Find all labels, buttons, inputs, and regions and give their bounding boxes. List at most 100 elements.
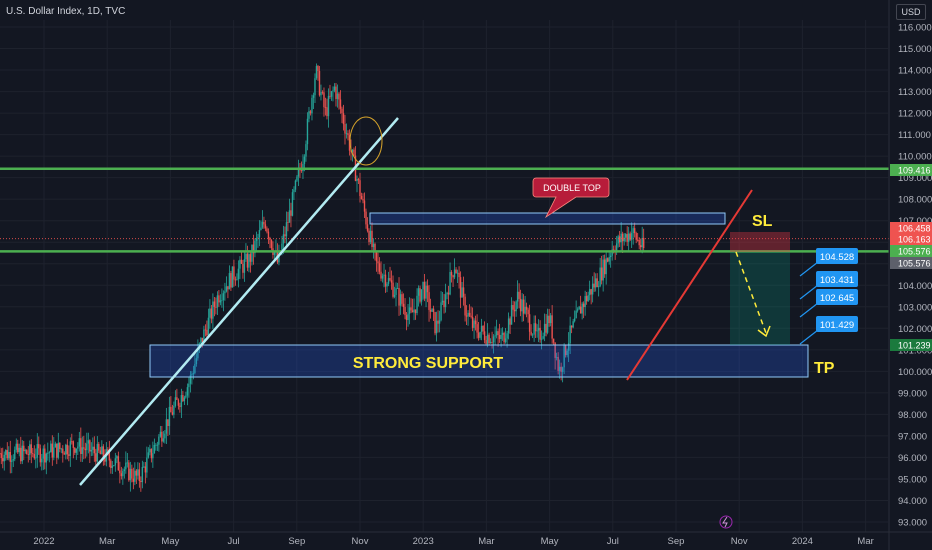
candle-body: [495, 331, 498, 336]
candle-body: [633, 228, 636, 234]
take-profit-zone[interactable]: [730, 252, 790, 345]
strong-support-box[interactable]: [149, 344, 809, 378]
candle-body: [422, 281, 424, 290]
candle-body: [329, 95, 331, 97]
candle-body: [351, 149, 354, 152]
candle-body: [189, 375, 192, 384]
highlight-ellipse[interactable]: [349, 116, 383, 166]
candle-body: [260, 227, 262, 230]
target-label-box[interactable]: [816, 316, 858, 332]
candle-body: [374, 243, 376, 253]
x-tick-label: Sep: [288, 536, 305, 547]
candle-body: [419, 288, 421, 302]
candle-body: [197, 347, 199, 359]
x-axis[interactable]: 2022 Mar May Jul Sep Nov 2023 Mar May Jul Sep Nov 20…: [0, 531, 932, 547]
target-label-box[interactable]: [816, 248, 858, 264]
candle-body: [390, 280, 393, 283]
candle-body: [194, 364, 196, 374]
candle-body: [384, 274, 387, 287]
candle-body: [434, 312, 436, 334]
candle-body: [441, 300, 444, 303]
candle-body: [530, 331, 532, 335]
candle-body: [54, 443, 56, 448]
candle-body: [590, 289, 592, 295]
candle-body: [224, 291, 226, 294]
candle-body: [593, 283, 595, 288]
target-connector: [799, 261, 819, 277]
price-label-box: [890, 164, 932, 176]
candle-body: [603, 259, 606, 275]
candle-body: [129, 468, 132, 481]
candle-body: [159, 431, 162, 437]
candles: [0, 63, 645, 492]
candle-body: [624, 234, 627, 238]
candle-body: [72, 441, 75, 448]
candle-body: [225, 286, 228, 292]
candle-body: [600, 267, 603, 281]
candle-body: [353, 149, 355, 156]
red-trend-line[interactable]: [626, 189, 753, 381]
candle-body: [293, 189, 295, 193]
candle-body: [393, 294, 396, 297]
candle-body: [458, 272, 460, 278]
currency-button[interactable]: USD: [896, 4, 926, 20]
candle-body: [128, 462, 130, 481]
candle-body: [110, 460, 112, 468]
candle-body: [500, 334, 502, 339]
double-top-callout[interactable]: [532, 177, 610, 219]
candle-body: [29, 444, 31, 455]
candle-body: [113, 465, 115, 467]
candle-body: [90, 449, 93, 452]
candle-body: [494, 335, 496, 337]
candle-body: [266, 228, 268, 232]
candle-body: [498, 335, 501, 339]
y-axis-panel[interactable]: [889, 0, 932, 550]
candle-body: [102, 446, 105, 459]
candle-body: [512, 305, 514, 310]
candle-body: [489, 341, 492, 344]
lightning-icon[interactable]: [719, 515, 733, 529]
candle-body: [294, 180, 297, 190]
stop-loss-zone[interactable]: [730, 232, 790, 252]
candle-body: [270, 239, 273, 249]
candle-body: [170, 406, 172, 413]
target-label-box[interactable]: [816, 271, 858, 287]
candle-body: [572, 321, 574, 328]
candle-body: [258, 229, 261, 238]
target-connector: [799, 329, 819, 345]
candle-body: [347, 133, 349, 136]
candle-body: [632, 228, 634, 234]
candle-body: [387, 278, 390, 284]
candle-body: [282, 234, 285, 244]
candle-body: [96, 443, 99, 462]
candle-body: [336, 93, 339, 99]
candle-body: [126, 462, 129, 464]
candle-body: [449, 272, 451, 295]
candle-body: [206, 329, 208, 336]
candle-body: [87, 440, 90, 444]
y-axis[interactable]: 116.000 115.000 114.000 113.000 112.000 111.0…: [888, 0, 932, 550]
candle-body: [447, 292, 450, 295]
candle-body: [488, 334, 490, 344]
candle-body: [230, 273, 232, 288]
ascending-trend-line[interactable]: [79, 117, 399, 486]
candle-body: [399, 294, 402, 306]
candle-body: [606, 258, 609, 262]
candle-body: [344, 124, 346, 134]
candle-body: [396, 288, 399, 289]
target-label-box[interactable]: [816, 289, 858, 305]
candle-body: [158, 436, 160, 445]
candle-body: [380, 271, 382, 279]
double-top-box[interactable]: [369, 212, 726, 225]
candle-body: [518, 291, 520, 299]
candle-body: [216, 295, 219, 308]
candle-body: [543, 323, 546, 337]
candle-body: [125, 462, 127, 470]
candle-body: [273, 251, 276, 255]
candle-body: [23, 445, 25, 452]
candle-body: [477, 332, 480, 338]
candle-body: [578, 306, 580, 310]
candle-body: [254, 240, 256, 254]
